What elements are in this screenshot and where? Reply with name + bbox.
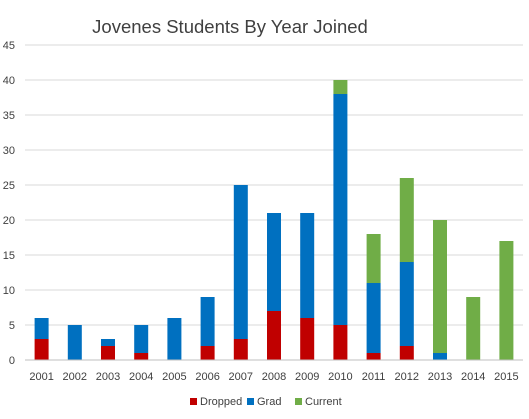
bar-current-2012 — [399, 178, 414, 262]
bar-grad-2012 — [399, 262, 414, 346]
x-axis-ticks: 2001 2002 2003 2004 2005 2006 2007 2008 2009 2010… — [29, 371, 518, 383]
legend: Dropped Grad Current — [190, 396, 342, 408]
bars — [34, 80, 514, 360]
x-tick-label: 2010 — [328, 371, 352, 383]
x-tick-label: 2008 — [262, 371, 286, 383]
y-tick-label: 0 — [9, 355, 15, 367]
legend-swatch-current — [295, 398, 302, 405]
bar-grad-2010 — [333, 94, 348, 325]
y-tick-label: 40 — [3, 75, 15, 87]
bar-dropped-2011 — [366, 353, 381, 360]
legend-label-dropped: Dropped — [200, 396, 242, 408]
x-tick-label: 2002 — [63, 371, 87, 383]
bar-grad-2005 — [167, 318, 182, 360]
x-tick-label: 2011 — [362, 371, 386, 383]
bar-grad-2001 — [34, 318, 49, 339]
gridlines — [25, 44, 523, 326]
bar-grad-2009 — [300, 213, 315, 318]
bar-grad-2006 — [200, 297, 215, 346]
bar-current-2010 — [333, 80, 348, 94]
bar-current-2015 — [499, 241, 514, 360]
x-tick-label: 2003 — [96, 371, 120, 383]
bar-grad-2003 — [101, 339, 115, 346]
bar-grad-2011 — [366, 283, 381, 353]
y-tick-label: 45 — [3, 40, 15, 52]
bar-grad-2013 — [433, 353, 447, 360]
legend-swatch-grad — [247, 398, 254, 405]
y-tick-label: 20 — [3, 215, 15, 227]
y-tick-label: 35 — [3, 110, 15, 122]
bar-dropped-2003 — [101, 346, 115, 360]
y-tick-label: 15 — [3, 250, 15, 262]
x-tick-label: 2004 — [129, 371, 153, 383]
x-tick-label: 2001 — [29, 371, 53, 383]
legend-label-grad: Grad — [257, 396, 281, 408]
bar-dropped-2001 — [34, 339, 49, 360]
bar-dropped-2012 — [399, 346, 414, 360]
bar-grad-2007 — [233, 185, 248, 339]
bar-dropped-2004 — [134, 353, 149, 360]
x-tick-label: 2005 — [162, 371, 186, 383]
bar-grad-2008 — [267, 213, 281, 311]
bar-grad-2002 — [67, 325, 82, 360]
bar-current-2011 — [366, 234, 381, 283]
x-tick-label: 2009 — [295, 371, 319, 383]
x-tick-label: 2014 — [461, 371, 485, 383]
bar-dropped-2009 — [300, 318, 315, 360]
bar-current-2014 — [466, 297, 481, 360]
x-tick-label: 2007 — [229, 371, 253, 383]
bar-dropped-2006 — [200, 346, 215, 360]
y-tick-label: 5 — [9, 320, 15, 332]
bar-dropped-2007 — [233, 339, 248, 360]
x-tick-label: 2012 — [395, 371, 419, 383]
y-tick-label: 10 — [3, 285, 15, 297]
bar-dropped-2010 — [333, 325, 348, 360]
bar-dropped-2008 — [267, 311, 281, 360]
legend-swatch-dropped — [190, 398, 197, 405]
bar-grad-2004 — [134, 325, 149, 353]
x-tick-label: 2006 — [195, 371, 219, 383]
x-tick-label: 2015 — [494, 371, 518, 383]
bar-current-2013 — [433, 220, 447, 353]
legend-label-current: Current — [305, 396, 342, 408]
x-tick-label: 2013 — [428, 371, 452, 383]
y-tick-label: 25 — [3, 180, 15, 192]
y-axis-ticks: 0 5 10 15 20 25 30 35 40 45 — [3, 40, 15, 367]
chart-title: Jovenes Students By Year Joined — [92, 16, 368, 37]
y-tick-label: 30 — [3, 145, 15, 157]
